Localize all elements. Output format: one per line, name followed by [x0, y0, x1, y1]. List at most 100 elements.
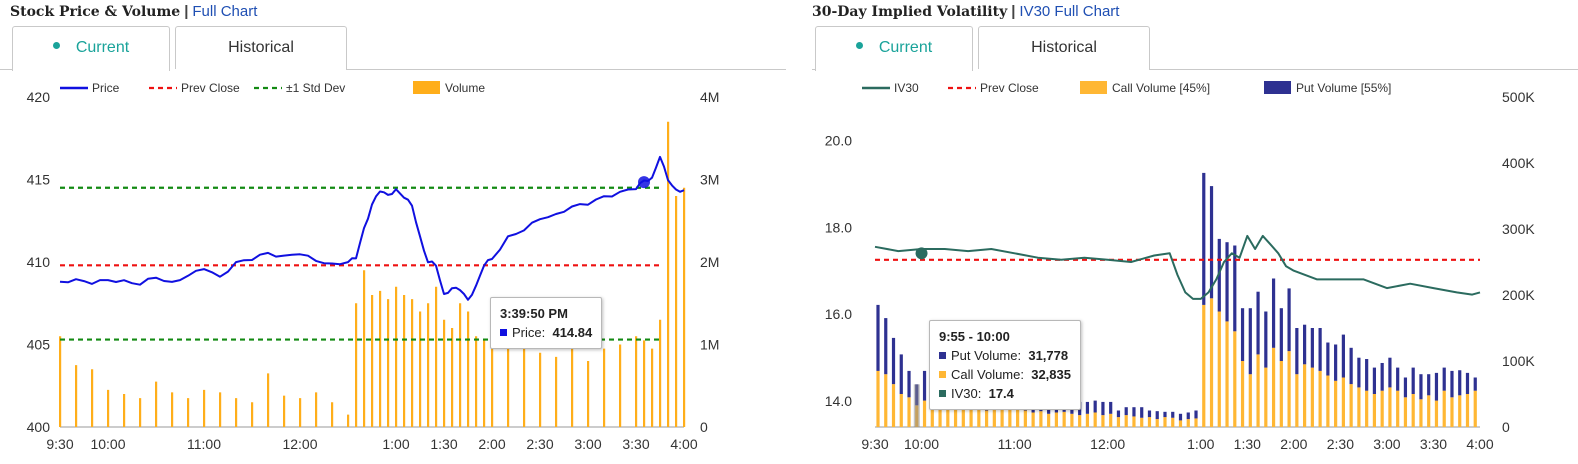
- implied-volatility-panel: 30-Day Implied Volatility | IV30 Full Char…: [812, 0, 1578, 464]
- put-volume-bar: [1101, 401, 1105, 416]
- volume-bar: [267, 373, 270, 427]
- tab-label: Historical: [228, 39, 294, 56]
- put-volume-bar: [1256, 291, 1260, 355]
- x-tick-label: 11:00: [998, 436, 1032, 452]
- put-volume-bar: [1365, 359, 1369, 391]
- call-volume-bar: [876, 370, 880, 427]
- call-volume-bar: [1256, 354, 1260, 427]
- volume-bar: [395, 286, 398, 427]
- panel-header: Stock Price & Volume | Full Chart: [10, 3, 257, 20]
- call-volume-bar: [992, 408, 996, 427]
- put-volume-bar: [1093, 400, 1097, 413]
- put-volume-bar: [1209, 186, 1214, 299]
- volume-bar: [331, 402, 334, 427]
- put-volume-bar: [1171, 411, 1175, 418]
- tab-historical[interactable]: Historical: [175, 26, 347, 69]
- call-volume-bar: [1225, 321, 1229, 427]
- call-volume-bar: [884, 374, 888, 427]
- x-tick-label: 3:00: [1373, 436, 1400, 452]
- tab-current[interactable]: Current: [815, 26, 973, 71]
- put-volume-bar: [1303, 324, 1307, 365]
- put-volume-bar: [1109, 401, 1113, 414]
- call-volume-bar: [1016, 408, 1020, 427]
- iv30-full-chart-link[interactable]: IV30 Full Chart: [1019, 3, 1120, 20]
- volume-bar: [203, 389, 206, 427]
- y2-tick-label: 3M: [700, 172, 719, 188]
- x-tick-label: 1:30: [1234, 436, 1261, 452]
- put-volume-bar: [1163, 411, 1167, 418]
- volume-bar: [451, 328, 454, 427]
- put-volume-bar: [1202, 172, 1206, 305]
- x-tick-label: 1:00: [1187, 436, 1214, 452]
- call-volume-bar: [1233, 331, 1237, 427]
- iv30-line: [874, 234, 1481, 300]
- y-tick-label: 14.0: [825, 393, 852, 409]
- y2-tick-label: 500K: [1502, 89, 1535, 105]
- volume-bar: [187, 398, 190, 427]
- legend-std-dev: ±1 Std Dev: [286, 81, 345, 95]
- x-tick-label: 2:00: [1280, 436, 1307, 452]
- put-volume-bar: [1349, 347, 1353, 385]
- y2-tick-label: 100K: [1502, 353, 1535, 369]
- put-volume-bar: [1295, 328, 1299, 375]
- price-tooltip: 3:39:50 PM Price: 414.84: [490, 297, 603, 349]
- volume-bar: [59, 336, 62, 427]
- tooltip-label: Call Volume:: [951, 367, 1024, 382]
- legend: IV30 Prev Close Call Volume [45%] Put Vo…: [862, 81, 1391, 95]
- call-volume-bar: [1217, 311, 1221, 427]
- volume-bar: [467, 311, 470, 427]
- put-volume-bar: [899, 354, 903, 394]
- x-tick-label: 1:00: [382, 436, 409, 452]
- y-axis-left: 400 405 410 415 420: [27, 89, 51, 435]
- tab-label: Current: [75, 39, 130, 56]
- y-axis-left: 14.0 16.0 18.0 20.0: [825, 132, 852, 409]
- tooltip-row-put: Put Volume: 31,778: [939, 346, 1071, 365]
- put-volume-bar: [1341, 334, 1345, 378]
- volume-bar: [651, 348, 654, 427]
- volume-bar: [91, 369, 94, 427]
- call-volume-bar: [907, 397, 911, 427]
- call-volume-bar: [1047, 413, 1051, 427]
- put-volume-bar: [1318, 328, 1322, 371]
- call-volume-bar: [1248, 374, 1252, 427]
- put-volume-bar: [1380, 362, 1384, 391]
- tab-label: Historical: [1031, 39, 1097, 56]
- volume-bar: [555, 356, 558, 427]
- header-separator: |: [184, 3, 189, 20]
- call-volume-bar: [1078, 415, 1082, 427]
- full-chart-link[interactable]: Full Chart: [192, 3, 258, 20]
- call-volume-bar: [946, 403, 950, 427]
- call-volume-bar: [1093, 412, 1097, 427]
- tab-current[interactable]: Current: [12, 26, 170, 71]
- volume-bar: [667, 121, 670, 427]
- y2-tick-label: 300K: [1502, 221, 1535, 237]
- x-tick-label: 1:30: [430, 436, 457, 452]
- volume-bar: [379, 290, 382, 427]
- volume-bar: [347, 414, 350, 427]
- call-volume-bar: [1178, 420, 1183, 427]
- legend: Price Prev Close ±1 Std Dev Volume: [60, 81, 485, 95]
- x-axis: 9:30 10:00 11:00 12:00 1:00 1:30 2:00 2:30 3:00 3…: [861, 426, 1494, 452]
- put-volume-bar: [1116, 410, 1121, 418]
- call-volume-bar: [1140, 417, 1144, 427]
- x-tick-label: 4:00: [670, 436, 697, 452]
- tooltip-value: 17.4: [988, 386, 1014, 401]
- x-tick-label: 9:30: [861, 436, 888, 452]
- put-volume-bar: [1147, 410, 1152, 418]
- put-volume-bar: [1458, 370, 1462, 396]
- price-line: [59, 155, 685, 301]
- volume-bar: [283, 395, 286, 427]
- put-volume-bar: [1427, 374, 1431, 396]
- y-tick-label: 16.0: [825, 306, 852, 322]
- call-volume-bar: [1116, 417, 1121, 427]
- tab-underline: [1149, 69, 1578, 70]
- volume-bar: [123, 394, 126, 427]
- call-volume-bar: [1000, 407, 1004, 427]
- call-volume-bar: [1419, 399, 1423, 427]
- put-volume-bar: [1326, 342, 1330, 376]
- hover-bar-highlight: [913, 384, 920, 427]
- call-volume-bar: [1062, 411, 1066, 427]
- legend-call-volume: Call Volume [45%]: [1112, 81, 1210, 95]
- put-volume-bar: [1450, 370, 1454, 398]
- tab-historical[interactable]: Historical: [978, 26, 1150, 69]
